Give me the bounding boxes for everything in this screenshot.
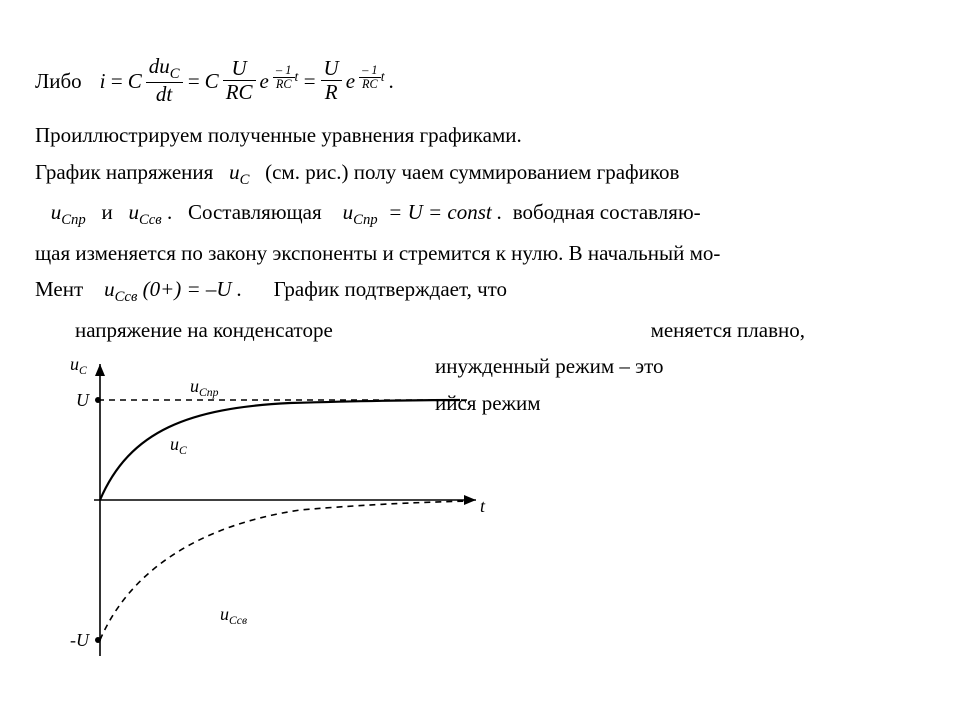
para-4: щая изменяется по закону экспоненты и ст… <box>35 238 925 268</box>
text-libo: Либо <box>35 66 82 96</box>
svg-text:U: U <box>76 390 90 410</box>
svg-text:uC: uC <box>70 354 87 377</box>
voltage-chart: uC U -U uCпр uC uCсв t <box>40 340 540 700</box>
svg-text:uCсв: uCсв <box>220 604 247 627</box>
svg-text:-U: -U <box>70 630 90 650</box>
para-5: Мент uCсв (0+) = –U . График подтверждае… <box>35 274 925 309</box>
para-2: График напряжения uC (см. рис.) полу чае… <box>35 157 925 192</box>
para-3: uCпр и uCсв . Составляющая uCпр = U = co… <box>35 197 925 232</box>
svg-text:t: t <box>480 496 486 516</box>
svg-text:uCпр: uCпр <box>190 376 219 399</box>
formula-main: i = C duC dt = C U RC e – 1 RC t = U <box>100 55 394 106</box>
svg-text:uC: uC <box>170 434 187 457</box>
para-1: Проиллюстрируем полученные уравнения гра… <box>35 120 925 150</box>
